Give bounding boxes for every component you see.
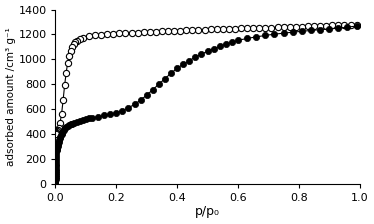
X-axis label: p/p₀: p/p₀ [195, 205, 220, 218]
Y-axis label: adsorbed amount /cm³ g⁻¹: adsorbed amount /cm³ g⁻¹ [6, 27, 16, 166]
